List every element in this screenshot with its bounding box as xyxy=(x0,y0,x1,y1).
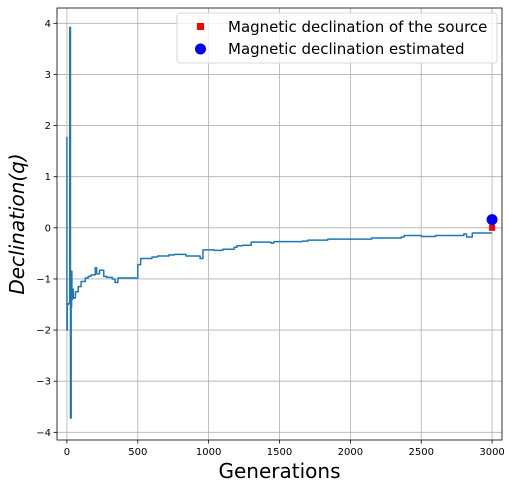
x-tick-label: 0 xyxy=(64,447,70,458)
legend-label-estimated: Magnetic declination estimated xyxy=(228,40,465,58)
x-tick-label: 1000 xyxy=(196,447,221,458)
x-axis-label: Generations xyxy=(219,459,341,483)
x-tick-label: 2000 xyxy=(338,447,363,458)
y-tick-label: 2 xyxy=(45,121,51,132)
legend-box xyxy=(176,12,498,64)
declination-step-line xyxy=(66,26,493,419)
legend-square-marker xyxy=(197,23,204,30)
legend-circle-marker xyxy=(195,43,206,55)
y-tick-label: −1 xyxy=(36,274,51,285)
grid xyxy=(57,8,502,440)
y-tick-label: −2 xyxy=(36,326,51,337)
y-tick-label: 1 xyxy=(45,172,51,183)
y-tick-label: −4 xyxy=(36,428,51,439)
ticks: 0 500 1000 1500 2000 2500 3000 −4 −3 −2 −1 0 1 2 3 4 xyxy=(36,19,505,458)
source-declination-point xyxy=(489,224,496,231)
legend-label-source: Magnetic declination of the source xyxy=(228,18,487,36)
plot-points xyxy=(486,214,498,231)
x-tick-label: 3000 xyxy=(479,447,504,458)
y-tick-label: 4 xyxy=(45,19,51,30)
x-tick-label: 1500 xyxy=(267,447,292,458)
x-tick-label: 500 xyxy=(128,447,147,458)
x-tick-label: 2500 xyxy=(408,447,433,458)
plot-series xyxy=(66,26,493,419)
estimated-declination-point xyxy=(486,214,498,226)
y-tick-label: 0 xyxy=(45,223,51,234)
y-tick-label: −3 xyxy=(36,377,51,388)
legend: Magnetic declination of the source Magne… xyxy=(176,12,498,64)
y-axis-label: Declination(q) xyxy=(5,153,29,294)
y-tick-label: 3 xyxy=(45,70,51,81)
